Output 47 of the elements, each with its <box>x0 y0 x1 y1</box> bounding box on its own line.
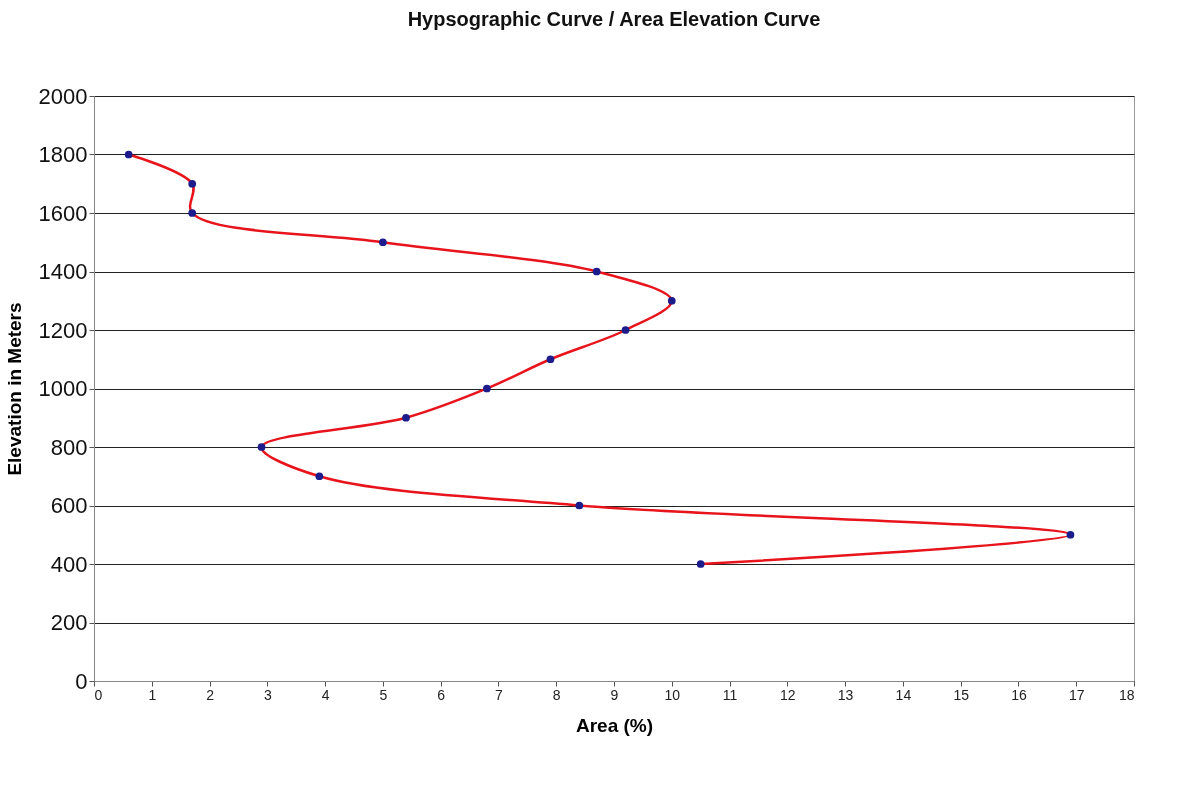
y-tick-label: 200 <box>50 610 88 635</box>
x-tick-label: 18 <box>1118 686 1135 703</box>
x-tick-label: 12 <box>780 686 796 703</box>
x-tick-label: 9 <box>610 686 619 703</box>
y-tick-label: 1000 <box>38 376 88 401</box>
x-tick-label: 1 <box>148 686 157 703</box>
point <box>546 355 555 364</box>
y-tick-label: 1800 <box>38 142 88 167</box>
point <box>696 560 705 568</box>
x-tick-label: 8 <box>552 686 561 703</box>
point <box>257 443 266 451</box>
x-axis-title: Area (%) <box>575 714 654 736</box>
point <box>1066 530 1075 539</box>
point <box>592 267 601 276</box>
y-tick-label: 1200 <box>38 317 88 343</box>
x-tick-label: 16 <box>1011 686 1027 703</box>
point <box>667 296 676 305</box>
point <box>483 384 491 393</box>
y-tick-label: 1400 <box>38 259 88 284</box>
point <box>379 238 387 247</box>
x-tick-label: 14 <box>895 686 912 703</box>
point <box>188 179 197 188</box>
x-tick-label: 6 <box>437 686 446 703</box>
x-tick-label: 11 <box>722 686 738 703</box>
y-tick-label: 600 <box>50 493 88 518</box>
x-tick-label: 5 <box>379 686 388 703</box>
point <box>575 501 584 510</box>
y-tick-label: 800 <box>50 434 88 460</box>
x-tick-label: 17 <box>1068 686 1085 703</box>
y-tick-label: 400 <box>50 551 88 577</box>
point <box>402 413 410 422</box>
point <box>315 472 324 481</box>
x-tick-label: 4 <box>321 686 330 703</box>
x-tick-label: 10 <box>664 686 681 703</box>
x-tick-label: 15 <box>953 686 970 703</box>
y-tick-label: 1600 <box>38 200 88 226</box>
x-tick-label: 0 <box>94 686 103 703</box>
y-tick-label: 2000 <box>38 83 88 109</box>
point <box>124 150 133 159</box>
chart-title: Hypsographic Curve / Area Elevation Curve <box>407 8 821 30</box>
point <box>188 209 197 217</box>
x-tick-label: 7 <box>495 686 504 703</box>
y-axis-title: Elevation in Meters <box>3 302 25 476</box>
point <box>621 326 630 334</box>
x-tick-label: 2 <box>206 686 215 703</box>
x-tick-label: 3 <box>263 686 272 703</box>
x-tick-label: 13 <box>837 686 854 703</box>
